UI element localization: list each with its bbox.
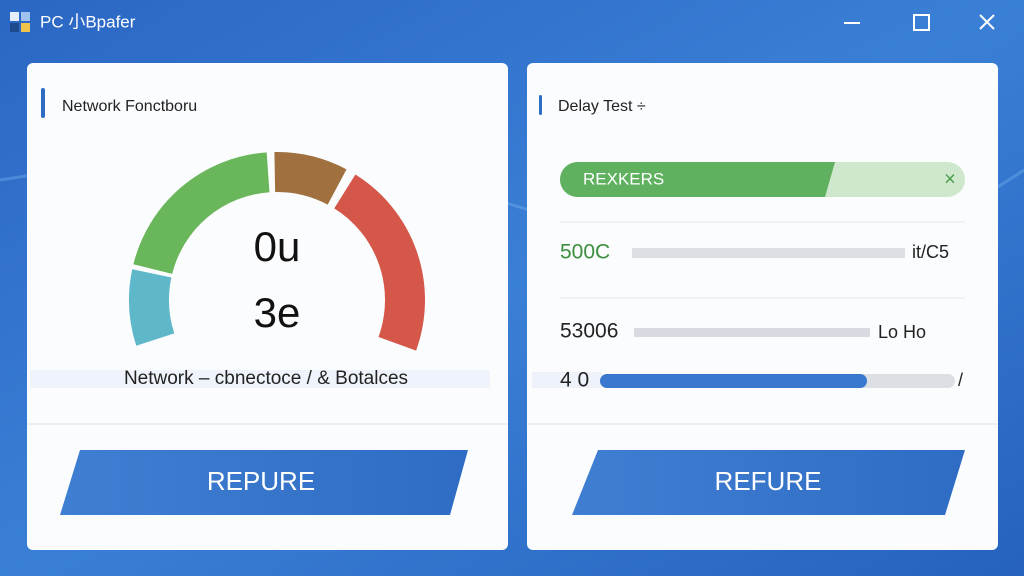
- row-bar: [632, 248, 905, 258]
- gauge-segment: [133, 152, 271, 275]
- caption-highlight: [30, 370, 490, 388]
- refure-button[interactable]: [572, 450, 965, 515]
- maximize-button[interactable]: [913, 14, 930, 31]
- row-value: Lo Ho: [878, 322, 926, 342]
- gauge: [129, 152, 425, 351]
- close-button[interactable]: [979, 14, 995, 30]
- app-icon: [10, 12, 19, 21]
- gauge-caption: Network – cbnectoce / & Botalces: [124, 368, 408, 389]
- accent-bar: [539, 95, 542, 115]
- gauge-value: 3e: [254, 289, 301, 336]
- row-value: it/C5: [912, 242, 949, 262]
- status-label: REXKERS: [583, 169, 664, 188]
- status-close[interactable]: ×: [944, 168, 956, 190]
- app-icon: [21, 23, 30, 32]
- card-title: Delay Test ÷: [558, 98, 646, 115]
- network-card: [27, 63, 508, 550]
- row-label: 500C: [560, 241, 610, 264]
- button-label: REPURE: [207, 466, 315, 496]
- row-label: 4 0: [560, 369, 589, 392]
- gauge-segment: [129, 269, 175, 346]
- row-label: 53006: [560, 320, 618, 343]
- gauge-segment: [333, 174, 425, 351]
- card-title: Network Fonctboru: [62, 98, 197, 115]
- app-icon: [10, 23, 19, 32]
- gauge-segment: [274, 152, 347, 205]
- repure-button[interactable]: [60, 450, 468, 515]
- row-bar-fill: [600, 374, 867, 388]
- window-title: PC 小Bpafer: [40, 12, 136, 31]
- gauge-value: 0u: [254, 223, 301, 270]
- accent-bar: [41, 88, 45, 118]
- button-label: REFURE: [715, 466, 822, 496]
- status-fill: [560, 162, 835, 197]
- row-bar: [634, 328, 870, 337]
- row-value: /: [958, 370, 963, 390]
- row-highlight: [532, 372, 602, 388]
- app-icon: [21, 12, 30, 21]
